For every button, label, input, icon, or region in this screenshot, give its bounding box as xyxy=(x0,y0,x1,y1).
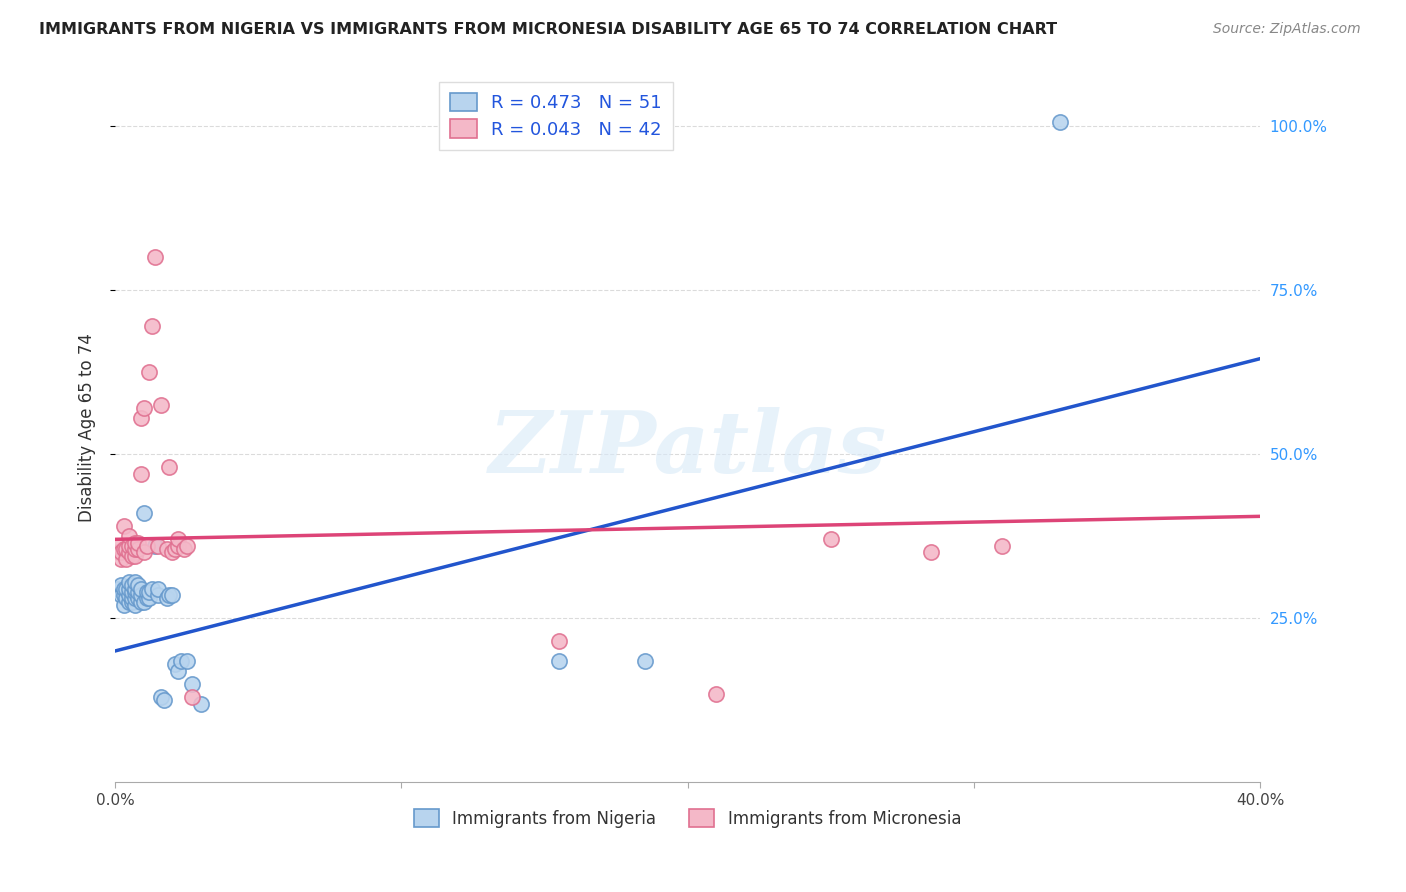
Point xyxy=(107,545,129,559)
Point xyxy=(118,582,141,596)
Text: IMMIGRANTS FROM NIGERIA VS IMMIGRANTS FROM MICRONESIA DISABILITY AGE 65 TO 74 CO: IMMIGRANTS FROM NIGERIA VS IMMIGRANTS FR… xyxy=(39,22,1057,37)
Point xyxy=(170,654,193,668)
Point xyxy=(167,539,190,553)
Point xyxy=(162,588,184,602)
Point xyxy=(1049,115,1071,129)
Point xyxy=(112,588,135,602)
Point xyxy=(115,552,138,566)
Point xyxy=(176,654,198,668)
Point xyxy=(143,539,166,553)
Point xyxy=(176,539,198,553)
Point xyxy=(132,401,155,415)
Text: ZIPatlas: ZIPatlas xyxy=(488,407,887,491)
Y-axis label: Disability Age 65 to 74: Disability Age 65 to 74 xyxy=(79,334,96,522)
Point xyxy=(121,578,143,592)
Point xyxy=(138,585,160,599)
Point xyxy=(129,582,152,596)
Point xyxy=(110,588,132,602)
Point xyxy=(124,574,146,589)
Point xyxy=(118,574,141,589)
Point xyxy=(118,529,141,543)
Point xyxy=(121,549,143,563)
Point xyxy=(547,634,569,648)
Point xyxy=(124,582,146,596)
Point xyxy=(143,250,166,264)
Point xyxy=(127,542,149,557)
Point xyxy=(121,595,143,609)
Point xyxy=(181,690,204,704)
Point xyxy=(129,595,152,609)
Point xyxy=(129,467,152,481)
Point xyxy=(121,585,143,599)
Point xyxy=(135,539,157,553)
Point xyxy=(991,539,1014,553)
Point xyxy=(135,585,157,599)
Point xyxy=(146,588,169,602)
Point xyxy=(112,598,135,612)
Point xyxy=(149,690,172,704)
Point xyxy=(155,591,177,606)
Point xyxy=(118,539,141,553)
Point xyxy=(112,519,135,533)
Point xyxy=(127,591,149,606)
Point xyxy=(704,687,727,701)
Point xyxy=(124,549,146,563)
Point xyxy=(132,595,155,609)
Point xyxy=(127,535,149,549)
Point xyxy=(118,545,141,559)
Point xyxy=(115,542,138,557)
Point xyxy=(115,591,138,606)
Point xyxy=(173,542,195,557)
Point xyxy=(190,697,212,711)
Point xyxy=(138,591,160,606)
Point xyxy=(118,588,141,602)
Point xyxy=(167,533,190,547)
Point xyxy=(107,582,129,596)
Text: Source: ZipAtlas.com: Source: ZipAtlas.com xyxy=(1213,22,1361,37)
Point xyxy=(118,595,141,609)
Point xyxy=(132,506,155,520)
Point xyxy=(135,591,157,606)
Point xyxy=(157,588,180,602)
Point xyxy=(112,542,135,557)
Point xyxy=(138,365,160,379)
Point xyxy=(127,578,149,592)
Point xyxy=(121,539,143,553)
Point xyxy=(152,693,174,707)
Point xyxy=(146,539,169,553)
Point xyxy=(141,582,163,596)
Point xyxy=(110,578,132,592)
Point xyxy=(157,460,180,475)
Point xyxy=(124,598,146,612)
Point xyxy=(129,410,152,425)
Point xyxy=(124,542,146,557)
Point xyxy=(110,545,132,559)
Point xyxy=(129,588,152,602)
Point xyxy=(124,585,146,599)
Point xyxy=(155,542,177,557)
Point xyxy=(162,545,184,559)
Point xyxy=(110,552,132,566)
Point xyxy=(141,318,163,333)
Point xyxy=(107,539,129,553)
Point xyxy=(124,535,146,549)
Point xyxy=(165,657,187,672)
Point xyxy=(167,664,190,678)
Point xyxy=(115,582,138,596)
Point xyxy=(633,654,655,668)
Point xyxy=(547,654,569,668)
Point xyxy=(920,545,942,559)
Point xyxy=(181,677,204,691)
Point xyxy=(112,582,135,596)
Point xyxy=(124,591,146,606)
Point xyxy=(820,533,842,547)
Point xyxy=(132,545,155,559)
Point xyxy=(146,582,169,596)
Legend: Immigrants from Nigeria, Immigrants from Micronesia: Immigrants from Nigeria, Immigrants from… xyxy=(408,803,967,834)
Point xyxy=(121,591,143,606)
Point xyxy=(127,585,149,599)
Point xyxy=(165,542,187,557)
Point xyxy=(149,398,172,412)
